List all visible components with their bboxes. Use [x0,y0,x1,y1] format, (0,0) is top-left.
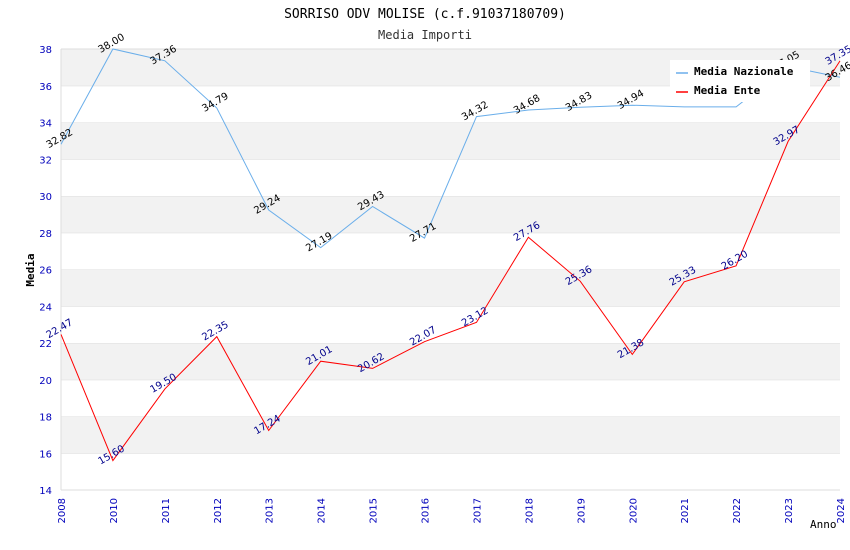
x-tick-label: 2018 [524,498,535,523]
grid-band [61,269,840,307]
y-tick-label: 18 [39,413,52,424]
x-tick-label: 2016 [421,498,432,523]
y-tick-label: 24 [39,302,52,313]
grid-band [61,343,840,380]
legend-box [670,60,810,102]
x-axis-ticks: 2008 2010 2011 2012 2013 2014 2015 2016 2017 2018… [57,498,847,523]
y-axis-label: Media [24,253,37,286]
y-tick-label: 28 [39,229,52,240]
y-tick-label: 38 [39,45,52,56]
chart-subtitle: Media Importi [378,28,472,42]
x-tick-label: 2024 [836,498,847,523]
x-tick-label: 2019 [576,498,587,523]
y-tick-label: 14 [39,486,52,497]
legend: Media Nazionale Media Ente [670,60,810,102]
x-tick-label: 2023 [784,498,795,523]
grid-band [61,416,840,454]
x-tick-label: 2013 [265,498,276,523]
y-tick-label: 34 [39,119,52,130]
x-tick-label: 2020 [628,498,639,523]
x-tick-label: 2010 [109,498,120,523]
grid-band [61,232,840,270]
legend-label-ente: Media Ente [694,84,761,97]
x-tick-label: 2017 [472,498,483,523]
y-tick-label: 30 [39,192,52,203]
x-tick-label: 2021 [680,498,691,523]
y-tick-label: 20 [39,376,52,387]
x-tick-label: 2008 [57,498,68,523]
x-tick-label: 2015 [369,498,380,523]
y-tick-label: 36 [39,82,52,93]
series-line-nazionale [60,48,841,249]
y-tick-label: 22 [39,339,52,350]
y-tick-label: 26 [39,266,52,277]
chart-title: SORRISO ODV MOLISE (c.f.91037180709) [284,7,566,22]
legend-label-nazionale: Media Nazionale [694,65,794,78]
grid-band [61,379,840,417]
y-axis-ticks: 14 16 18 20 22 24 26 28 30 32 34 36 38 [39,45,52,497]
series-line-ente [60,60,841,462]
x-axis-label: Anno [810,518,837,531]
x-tick-label: 2012 [213,498,224,523]
y-tick-label: 16 [39,449,52,460]
x-tick-label: 2014 [317,498,328,523]
grid-band [61,306,840,343]
x-tick-label: 2022 [732,498,743,523]
series-lines [60,48,841,462]
grid-band [61,453,840,490]
grid-band [61,122,840,160]
x-tick-label: 2011 [161,498,172,523]
y-tick-label: 32 [39,155,52,166]
grid-band [61,196,840,233]
